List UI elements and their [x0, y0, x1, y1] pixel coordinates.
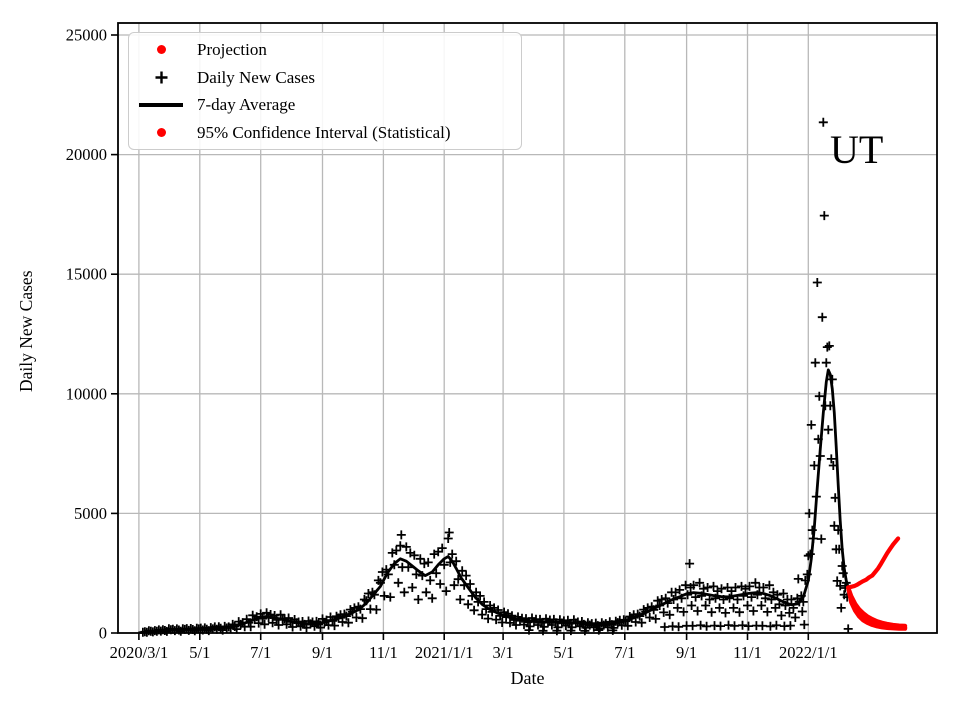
- projection-dot-icon: [156, 45, 166, 55]
- legend-item-projection: Projection: [129, 36, 521, 64]
- y-tick-label: 25000: [66, 26, 107, 45]
- x-tick-label: 5/1: [189, 643, 210, 662]
- y-tick-label: 10000: [66, 384, 107, 403]
- axes-frame: [117, 22, 938, 634]
- x-tick-label: 9/1: [312, 643, 333, 662]
- x-axis-label: Date: [510, 668, 545, 688]
- series-7-day-average: [139, 368, 850, 634]
- x-tick-label: 2021/1/1: [415, 643, 474, 662]
- x-tick-label: 9/1: [676, 643, 697, 662]
- y-tick-label: 20000: [66, 145, 107, 164]
- y-tick-label: 15000: [66, 265, 107, 284]
- x-tick-label: 7/1: [250, 643, 271, 662]
- y-axis-label: Daily New Cases: [16, 270, 36, 392]
- y-tick-label: 0: [99, 624, 107, 643]
- y-tick-label: 5000: [74, 504, 107, 523]
- x-tick-label: 3/1: [493, 643, 514, 662]
- legend-marker-cell: [139, 127, 183, 137]
- legend-marker-cell: [139, 103, 183, 107]
- series-95-ci-lower: [846, 585, 908, 631]
- x-tick-label: 2022/1/1: [779, 643, 838, 662]
- legend-label-projection: Projection: [197, 40, 267, 60]
- confidence-interval-dot-icon: [156, 127, 166, 137]
- series-daily-new-cases: [138, 117, 853, 637]
- legend: Projection Daily New Cases 7-day Average…: [128, 32, 522, 150]
- line-marker-icon: [139, 103, 183, 107]
- plus-marker-icon: [155, 71, 167, 84]
- legend-label-daily-new-cases: Daily New Cases: [197, 67, 316, 87]
- legend-label-7-day-average: 7-day Average: [197, 95, 296, 115]
- x-tick-label: 11/1: [733, 643, 762, 662]
- legend-item-7-day-average: 7-day Average: [129, 91, 521, 119]
- legend-item-confidence-interval: 95% Confidence Interval (Statistical): [129, 119, 521, 147]
- legend-marker-cell: [139, 70, 183, 85]
- x-tick-label: 11/1: [369, 643, 398, 662]
- state-annotation: UT: [830, 127, 884, 172]
- legend-label-confidence-interval: 95% Confidence Interval (Statistical): [197, 122, 451, 142]
- legend-marker-cell: [139, 45, 183, 55]
- series-projection-upper-branch: [846, 536, 901, 590]
- legend-item-daily-new-cases: Daily New Cases: [129, 64, 521, 92]
- x-tick-label: 2020/3/1: [110, 643, 169, 662]
- x-tick-label: 7/1: [614, 643, 635, 662]
- x-tick-label: 5/1: [553, 643, 574, 662]
